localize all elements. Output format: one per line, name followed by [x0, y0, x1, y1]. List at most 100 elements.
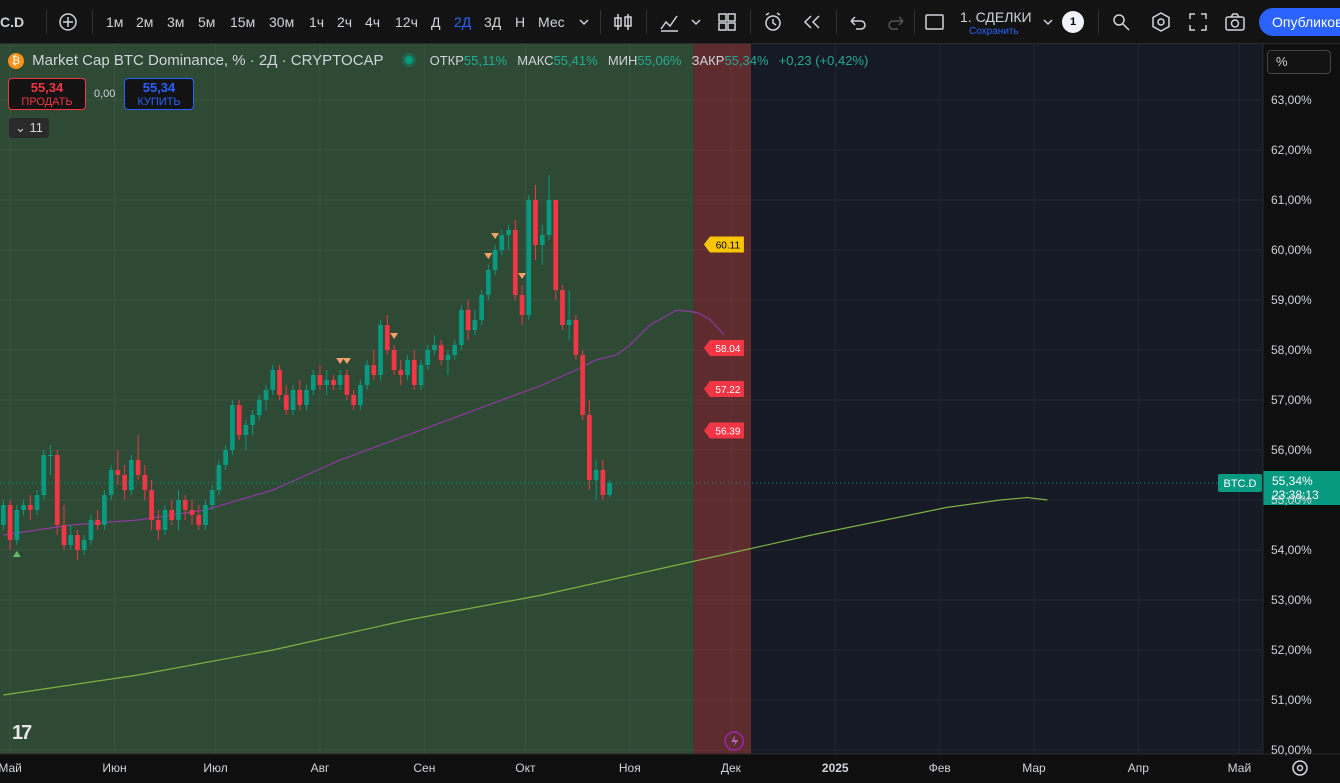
- x-tick-label: Апр: [1128, 761, 1150, 775]
- interval-6[interactable]: 1ч: [309, 14, 325, 30]
- chevron-down-icon[interactable]: [578, 17, 590, 27]
- y-tick-label: 61,00%: [1271, 193, 1312, 207]
- indicators-collapse-button[interactable]: ⌄ 11: [9, 118, 49, 138]
- candle-body: [81, 540, 87, 550]
- y-tick-label: 50,00%: [1271, 743, 1312, 757]
- sell-price: 55,34: [30, 80, 64, 95]
- layout-icon[interactable]: [924, 12, 946, 32]
- interval-11[interactable]: 2Д: [454, 14, 472, 30]
- sell-signal-icon: [390, 333, 399, 339]
- interval-10[interactable]: Д: [431, 14, 441, 30]
- toolbar-divider: [92, 10, 93, 34]
- candle-body: [506, 230, 511, 235]
- low-label: МИН: [607, 53, 638, 68]
- interval-3[interactable]: 5м: [198, 14, 216, 30]
- interval-1[interactable]: 2м: [136, 14, 154, 30]
- interval-4[interactable]: 15м: [230, 14, 256, 30]
- candle-body: [1, 505, 6, 525]
- layout-save-link[interactable]: Сохранить: [969, 26, 1019, 37]
- moving-average-line-1: [3, 496, 1048, 696]
- quick-search-icon[interactable]: [1110, 11, 1132, 33]
- sell-signal-icon: [342, 358, 351, 364]
- candle-body: [310, 375, 316, 390]
- price-label-text: 56.39: [715, 427, 740, 438]
- candle-body: [533, 200, 538, 245]
- interval-14[interactable]: Мес: [538, 14, 565, 30]
- alert-count-badge[interactable]: 1: [1062, 11, 1084, 33]
- candle-body: [256, 400, 262, 415]
- chevron-down-icon[interactable]: [690, 17, 702, 27]
- candle-body: [223, 450, 229, 465]
- interval-2[interactable]: 3м: [167, 14, 185, 30]
- interval-13[interactable]: Н: [515, 14, 526, 30]
- indicators-icon[interactable]: [658, 11, 680, 33]
- x-tick-label: Ноя: [619, 761, 641, 775]
- candle-body: [115, 470, 121, 475]
- templates-icon[interactable]: [717, 12, 737, 32]
- layout-name[interactable]: 1. СДЕЛКИ: [960, 9, 1032, 25]
- candle-body: [317, 375, 323, 385]
- chevron-down-icon[interactable]: [1042, 17, 1054, 27]
- interval-5[interactable]: 30м: [269, 14, 295, 30]
- candles-icon[interactable]: [612, 11, 634, 33]
- interval-12[interactable]: 3Д: [484, 14, 502, 30]
- alert-icon[interactable]: [762, 11, 784, 33]
- y-tick-label: 52,00%: [1271, 643, 1312, 657]
- replay-icon[interactable]: [802, 13, 822, 31]
- y-tick-label: 57,00%: [1271, 393, 1312, 407]
- candle-body: [61, 525, 67, 545]
- add-symbol-icon[interactable]: [58, 12, 78, 32]
- high-value: 55,41%: [553, 53, 598, 68]
- price-label-text: 58.04: [715, 344, 740, 355]
- candle-body: [600, 470, 606, 495]
- buy-button[interactable]: 55,34 КУПИТЬ: [124, 78, 194, 110]
- sell-button[interactable]: 55,34 ПРОДАТЬ: [8, 78, 86, 110]
- candle-body: [54, 455, 60, 525]
- candle-body: [196, 515, 202, 525]
- sell-signal-icon: [336, 358, 345, 364]
- indicators-count: 11: [29, 120, 44, 135]
- candle-body: [607, 483, 612, 495]
- price-label-text: 60.11: [716, 241, 741, 252]
- candle-body: [304, 390, 309, 405]
- candle-body: [358, 385, 363, 405]
- market-status-icon[interactable]: [405, 56, 414, 64]
- legend-title[interactable]: Market Cap BTC Dominance, % · 2Д · CRYPT…: [32, 52, 384, 69]
- redo-icon[interactable]: [886, 13, 906, 31]
- spread-value: 0,00: [94, 88, 116, 100]
- close-value: 55,34%: [724, 53, 769, 68]
- candle-body: [539, 235, 545, 245]
- camera-icon[interactable]: [1224, 11, 1246, 33]
- interval-8[interactable]: 4ч: [365, 14, 381, 30]
- publish-button[interactable]: Опубликовать: [1259, 8, 1340, 36]
- candle-body: [573, 320, 579, 355]
- candle-body: [398, 370, 404, 375]
- candle-body: [209, 490, 215, 505]
- symbol-search[interactable]: C.D: [0, 14, 25, 30]
- interval-0[interactable]: 1м: [106, 14, 124, 30]
- buy-signal-icon: [12, 551, 21, 557]
- candle-body: [391, 350, 397, 370]
- candle-body: [14, 510, 20, 540]
- toolbar-divider: [46, 10, 47, 34]
- candle-body: [432, 345, 437, 350]
- event-lightning-icon[interactable]: [724, 731, 744, 751]
- candle-body: [277, 370, 282, 395]
- settings-hex-icon[interactable]: [1150, 11, 1172, 33]
- interval-7[interactable]: 2ч: [337, 14, 353, 30]
- candle-body: [512, 230, 518, 295]
- candle-body: [102, 495, 107, 525]
- legend: ₿ Market Cap BTC Dominance, % · 2Д · CRY…: [8, 52, 874, 72]
- price-label-tag: [703, 422, 744, 439]
- price-axis-unit-select[interactable]: %: [1267, 50, 1331, 74]
- candle-body: [250, 415, 255, 425]
- interval-9[interactable]: 12ч: [395, 14, 418, 30]
- candle-body: [560, 290, 565, 325]
- fullscreen-icon[interactable]: [1188, 12, 1208, 32]
- bar-countdown: 23:38:13: [1272, 488, 1319, 502]
- candle-body: [331, 380, 336, 385]
- axis-settings-icon[interactable]: [1290, 758, 1310, 778]
- undo-icon[interactable]: [848, 13, 868, 31]
- y-tick-label: 55,00%: [1271, 493, 1312, 507]
